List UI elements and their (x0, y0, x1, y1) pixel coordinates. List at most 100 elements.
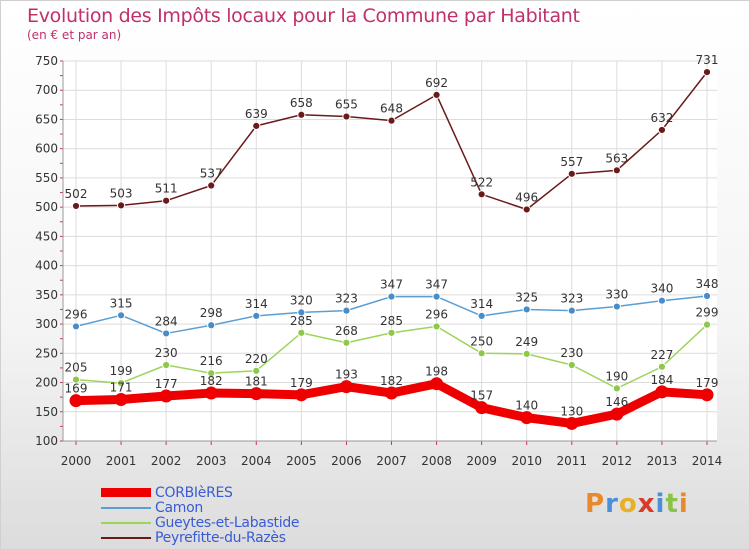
data-point (207, 181, 216, 190)
data-point (385, 386, 398, 400)
data-label: 130 (560, 404, 583, 418)
data-point (477, 349, 486, 358)
data-label: 496 (515, 190, 538, 204)
data-label: 285 (380, 314, 403, 328)
data-label: 340 (650, 282, 673, 296)
data-point (204, 386, 218, 400)
data-label: 557 (560, 155, 583, 169)
y-tick-label: 150 (35, 405, 58, 419)
data-label: 692 (425, 76, 448, 90)
data-label: 169 (65, 382, 88, 396)
legend-item-camon: Camon (101, 499, 299, 516)
data-label: 330 (605, 288, 628, 302)
data-point (297, 308, 306, 317)
data-point (610, 407, 624, 421)
data-label: 182 (200, 374, 223, 388)
logo-letter: P (585, 489, 606, 519)
data-point (567, 360, 576, 370)
data-point (567, 306, 576, 315)
data-label: 285 (290, 314, 313, 328)
legend-swatch-peyrefitte (101, 536, 151, 539)
logo-letter: i (678, 489, 689, 519)
data-point (114, 392, 128, 406)
data-label: 250 (470, 334, 493, 348)
x-tick-label: 2005 (286, 454, 317, 468)
legend-label: CORBIèRES (155, 484, 233, 501)
data-point (297, 110, 306, 119)
x-tick-label: 2006 (331, 454, 362, 468)
y-tick-label: 100 (35, 434, 58, 448)
data-point (477, 311, 486, 320)
data-point (342, 306, 351, 315)
data-label: 268 (335, 324, 358, 338)
data-point (475, 401, 489, 415)
y-tick-label: 450 (35, 229, 58, 243)
data-point (116, 379, 126, 388)
logo-letter: x (637, 489, 656, 519)
data-point (69, 394, 83, 408)
x-tick-label: 2002 (151, 454, 182, 468)
data-point (565, 416, 579, 430)
chart-subtitle: (en € et par an) (27, 28, 122, 42)
legend-label: Camon (155, 499, 203, 516)
logo-letter: o (618, 489, 638, 519)
legend-label: Gueytes-et-Labastide (155, 514, 300, 531)
data-point (162, 329, 171, 338)
data-label: 655 (335, 98, 358, 112)
data-point (657, 125, 667, 135)
data-label: 298 (200, 306, 223, 320)
data-point (162, 196, 171, 205)
data-point (702, 68, 712, 77)
y-tick-label: 600 (35, 142, 58, 156)
data-label: 157 (470, 389, 493, 403)
data-label: 296 (65, 307, 88, 321)
data-label: 639 (245, 107, 268, 121)
logo-letter: r (605, 489, 619, 519)
data-point (702, 320, 712, 329)
data-point (252, 366, 261, 375)
legend-item-peyrefitte: Peyrefitte-du-Razès (101, 530, 299, 546)
data-point (567, 169, 576, 178)
data-label: 249 (515, 335, 538, 349)
data-point (71, 375, 81, 384)
legend-swatch-gueytes (101, 521, 151, 524)
data-point (116, 311, 126, 320)
data-label: 198 (425, 365, 448, 379)
y-tick-label: 750 (35, 54, 58, 68)
data-point (162, 360, 171, 370)
data-label: 181 (245, 375, 268, 389)
data-point (252, 121, 261, 130)
data-label: 171 (110, 380, 133, 394)
data-point (655, 385, 669, 399)
legend-item-corbieres: CORBIèRES (101, 484, 299, 501)
data-point (522, 305, 531, 314)
data-label: 179 (696, 376, 719, 390)
data-label: 320 (290, 293, 313, 307)
data-point (71, 201, 81, 211)
logo-letter: i (655, 489, 666, 519)
data-point (297, 328, 306, 337)
y-tick-label: 550 (35, 171, 58, 185)
data-label: 503 (110, 186, 133, 200)
y-tick-label: 500 (35, 200, 58, 214)
data-label: 190 (605, 369, 628, 383)
data-label: 199 (110, 364, 133, 378)
data-point (612, 384, 621, 393)
legend-swatch-corbieres (101, 488, 151, 497)
data-label: 179 (290, 376, 313, 390)
data-label: 648 (380, 102, 403, 116)
data-point (342, 338, 351, 347)
data-point (207, 321, 216, 330)
x-tick-label: 2008 (421, 454, 452, 468)
data-point (294, 388, 308, 402)
data-point (387, 328, 396, 337)
data-label: 216 (200, 354, 223, 368)
data-point (207, 369, 216, 378)
data-label: 230 (560, 346, 583, 360)
data-label: 315 (110, 296, 133, 310)
chart-title: Evolution des Impôts locaux pour la Comm… (27, 5, 580, 27)
data-label: 284 (155, 314, 178, 328)
x-tick-label: 2009 (466, 454, 497, 468)
y-tick-label: 250 (35, 346, 58, 360)
